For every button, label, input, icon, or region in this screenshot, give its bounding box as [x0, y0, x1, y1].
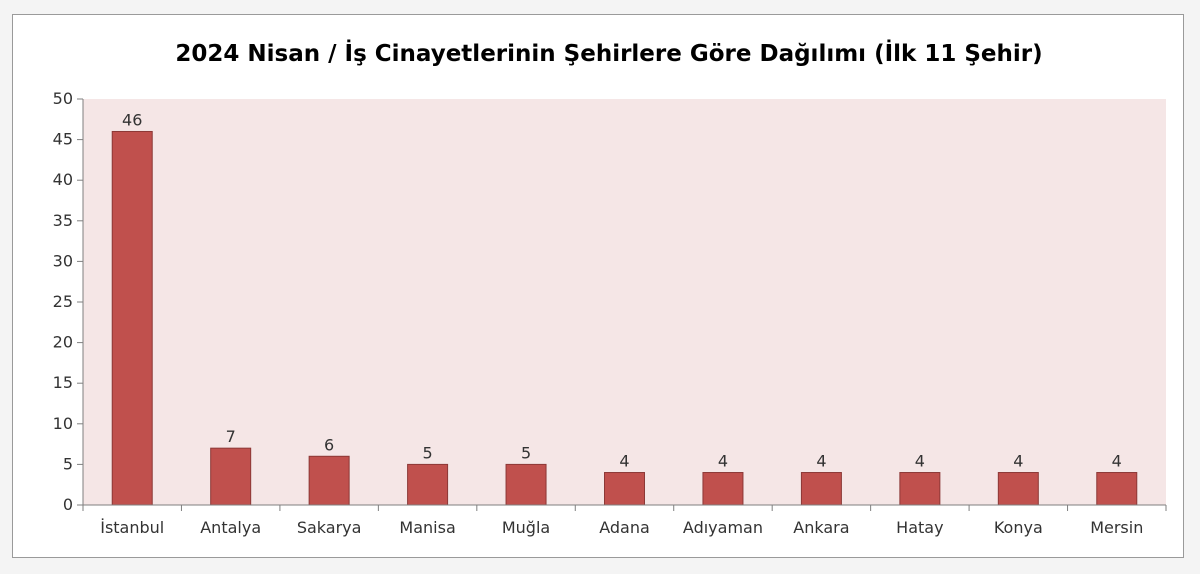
chart-frame: 2024 Nisan / İş Cinayetlerinin Şehirlere… — [12, 14, 1184, 558]
data-label: 5 — [422, 443, 432, 462]
bar — [308, 455, 350, 506]
x-tick-label: Muğla — [502, 518, 550, 537]
y-tick-label: 25 — [53, 292, 73, 311]
bar — [702, 472, 744, 506]
plot-area — [83, 99, 1166, 505]
bar — [899, 472, 941, 506]
x-tick-label: Konya — [994, 518, 1043, 537]
data-label: 4 — [619, 452, 629, 471]
y-tick-label: 20 — [53, 333, 73, 352]
bar — [407, 463, 449, 506]
x-tick-label: Mersin — [1090, 518, 1143, 537]
x-tick-label: Ankara — [793, 518, 849, 537]
data-label: 4 — [718, 452, 728, 471]
y-tick-label: 0 — [63, 495, 73, 514]
x-tick-label: Sakarya — [297, 518, 362, 537]
y-tick-label: 35 — [53, 211, 73, 230]
bar — [210, 447, 252, 506]
y-tick-label: 50 — [53, 89, 73, 108]
data-label: 4 — [915, 452, 925, 471]
y-tick-label: 5 — [63, 454, 73, 473]
bar — [604, 472, 645, 506]
data-label: 46 — [122, 110, 142, 129]
y-tick-label: 30 — [53, 251, 73, 270]
data-label: 4 — [816, 452, 826, 471]
x-tick-label: Manisa — [399, 518, 455, 537]
x-tick-label: Adana — [599, 518, 650, 537]
data-label: 5 — [521, 443, 531, 462]
chart-title: 2024 Nisan / İş Cinayetlerinin Şehirlere… — [175, 39, 1042, 67]
data-label: 7 — [226, 427, 236, 446]
y-tick-label: 15 — [53, 373, 73, 392]
y-tick-label: 10 — [53, 414, 73, 433]
bar — [997, 472, 1039, 506]
y-tick-label: 45 — [53, 130, 73, 149]
bar — [111, 130, 153, 506]
y-tick-label: 40 — [53, 170, 73, 189]
bar — [505, 463, 547, 506]
x-tick-label: Adıyaman — [683, 518, 763, 537]
x-tick-label: İstanbul — [100, 518, 164, 537]
data-label: 4 — [1112, 452, 1122, 471]
data-label: 6 — [324, 435, 334, 454]
bar — [800, 472, 842, 506]
bar-chart: 2024 Nisan / İş Cinayetlerinin Şehirlere… — [53, 39, 1167, 537]
x-tick-label: Antalya — [200, 518, 261, 537]
data-label: 4 — [1013, 452, 1023, 471]
x-tick-label: Hatay — [896, 518, 943, 537]
bar — [1096, 472, 1138, 506]
